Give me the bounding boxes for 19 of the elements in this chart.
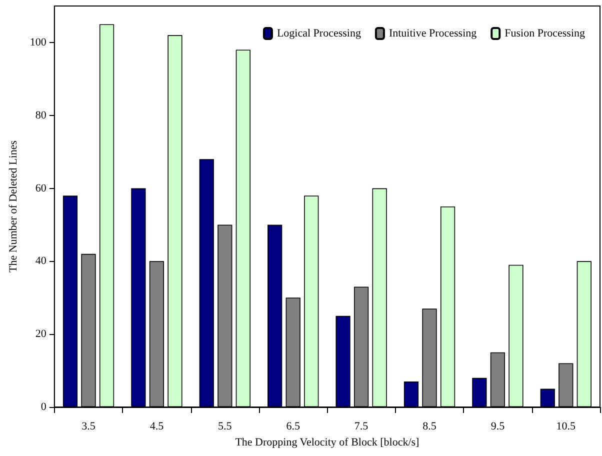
- y-tick-label: 40: [35, 255, 47, 268]
- y-tick-label: 0: [40, 401, 47, 413]
- x-tick-label: 9.5: [490, 420, 506, 432]
- legend-label: Intuitive Processing: [388, 28, 478, 40]
- y-tick-label: 20: [35, 328, 47, 340]
- x-tick-label: 8.5: [422, 420, 437, 432]
- x-tick-label: 7.5: [354, 420, 369, 432]
- y-tick-label: 80: [35, 109, 47, 122]
- legend-label: Logical Processing: [276, 28, 362, 40]
- x-axis-title: The Dropping Velocity of Block [block/s]: [235, 436, 420, 448]
- y-tick-label: 60: [35, 182, 47, 194]
- x-tick-label: 3.5: [82, 420, 96, 432]
- y-tick-label: 100: [30, 36, 47, 48]
- x-tick-label: 4.5: [150, 420, 164, 432]
- legend-label: Fusion Processing: [504, 28, 586, 40]
- x-tick-label: 10.5: [556, 420, 576, 432]
- x-tick-label: 6.5: [286, 420, 300, 432]
- x-tick-label: 5.5: [218, 420, 232, 432]
- y-axis-title: The Number of Deleted Lines: [8, 140, 20, 272]
